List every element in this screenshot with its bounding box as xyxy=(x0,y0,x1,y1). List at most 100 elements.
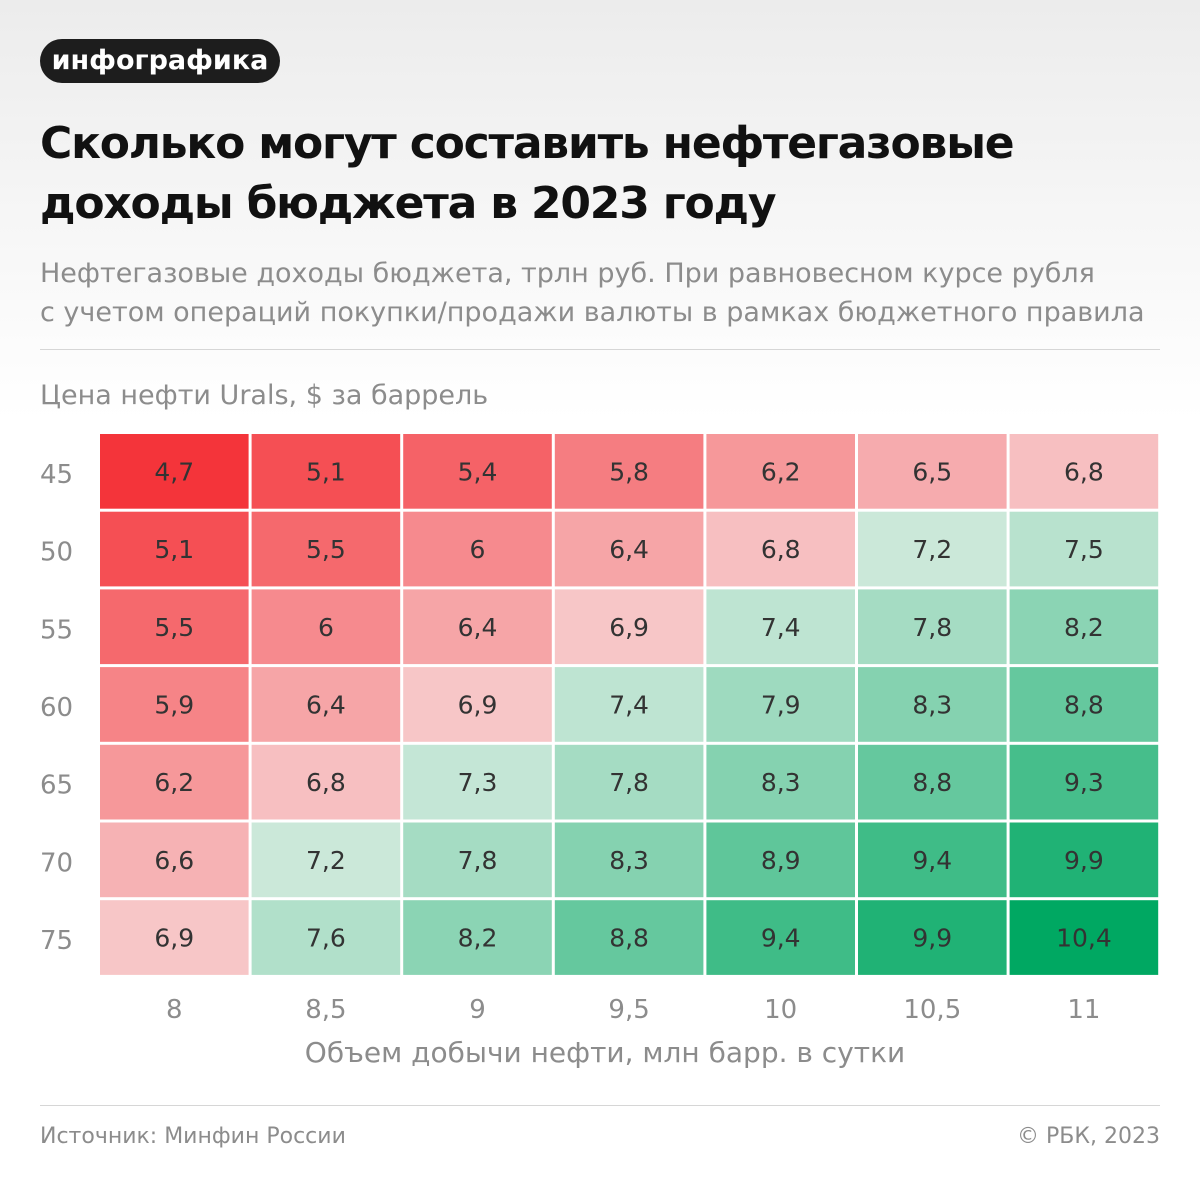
copyright-note: © РБК, 2023 xyxy=(1017,1124,1160,1149)
chart-subtitle: Нефтегазовые доходы бюджета, трлн руб. П… xyxy=(40,254,1170,332)
x-tick-label: 10,5 xyxy=(903,995,961,1025)
heatmap-cell xyxy=(251,511,401,587)
cell-value-label: 4,7 xyxy=(154,457,194,486)
infographic-badge: инфографика xyxy=(40,39,280,83)
chart-title-line-2: доходы бюджета в 2023 году xyxy=(40,178,777,229)
cell-value-label: 7,6 xyxy=(306,924,346,953)
heatmap-cell xyxy=(1009,434,1159,509)
cell-value-label: 5,4 xyxy=(458,457,498,486)
cell-value-label: 5,1 xyxy=(154,535,194,564)
heatmap-cell xyxy=(403,589,552,665)
chart-subtitle-line-1: Нефтегазовые доходы бюджета, трлн руб. П… xyxy=(40,258,1095,289)
cell-value-label: 6,9 xyxy=(154,924,194,953)
heatmap-cell xyxy=(100,434,249,509)
heatmap-cell xyxy=(554,511,704,587)
cell-value-label: 6,8 xyxy=(1064,457,1104,486)
heatmap-cell xyxy=(554,434,704,509)
heatmap-cell xyxy=(858,589,1007,665)
cell-value-label: 9,9 xyxy=(1064,846,1104,875)
heatmap-cell xyxy=(251,900,401,975)
heatmap-cell xyxy=(403,744,552,820)
cell-value-label: 10,4 xyxy=(1056,924,1112,953)
heatmap-cell xyxy=(858,511,1007,587)
cell-value-label: 9,4 xyxy=(912,846,952,875)
x-tick-label: 10 xyxy=(764,995,797,1025)
heatmap-cell xyxy=(554,667,704,742)
heatmap-cell xyxy=(251,822,401,898)
heatmap-cell xyxy=(100,667,249,742)
y-tick-label: 50 xyxy=(40,538,73,568)
cell-value-label: 6,6 xyxy=(154,846,194,875)
cell-value-label: 9,3 xyxy=(1064,768,1104,797)
x-axis-title: Объем добычи нефти, млн барр. в сутки xyxy=(304,1036,906,1069)
cell-value-label: 7,2 xyxy=(912,535,952,564)
heatmap-cell xyxy=(403,900,552,975)
cell-value-label: 7,3 xyxy=(458,768,498,797)
cell-value-label: 7,5 xyxy=(1064,535,1104,564)
y-tick-label: 70 xyxy=(40,848,73,878)
cell-value-label: 6,8 xyxy=(761,535,801,564)
heatmap-cell xyxy=(706,511,855,587)
chart-title-line-1: Сколько могут составить нефтегазовые xyxy=(40,118,1015,169)
heatmap-cell xyxy=(858,434,1007,509)
cell-value-label: 9,9 xyxy=(912,924,952,953)
heatmap-cell xyxy=(706,822,855,898)
heatmap-cell xyxy=(100,511,249,587)
cell-value-label: 5,1 xyxy=(306,457,346,486)
cell-value-label: 7,2 xyxy=(306,846,346,875)
cell-value-label: 7,8 xyxy=(912,613,952,642)
heatmap-cell xyxy=(1009,900,1159,975)
heatmap-cell xyxy=(858,900,1007,975)
cell-value-label: 8,9 xyxy=(761,846,801,875)
cell-value-label: 6,4 xyxy=(306,690,346,719)
cell-value-label: 6,4 xyxy=(609,535,649,564)
cell-value-label: 7,4 xyxy=(761,613,801,642)
heatmap-cell xyxy=(706,900,855,975)
heatmap-cell xyxy=(1009,822,1159,898)
heatmap-cell xyxy=(251,434,401,509)
y-tick-label: 60 xyxy=(40,693,73,723)
cell-value-label: 5,5 xyxy=(154,613,194,642)
cell-value-label: 5,9 xyxy=(154,690,194,719)
heatmap-cell xyxy=(706,434,855,509)
cell-value-label: 9,4 xyxy=(761,924,801,953)
heatmap-cell xyxy=(251,589,401,665)
x-tick-label: 8,5 xyxy=(305,995,346,1025)
cell-value-label: 6,9 xyxy=(609,613,649,642)
cell-value-label: 8,8 xyxy=(1064,690,1104,719)
heatmap-cell xyxy=(858,822,1007,898)
cell-value-label: 8,2 xyxy=(458,924,498,953)
heatmap-cell xyxy=(100,589,249,665)
heatmap-cell xyxy=(251,744,401,820)
heatmap-chart: 45 4,7 5,1 5,4 5,8 6,2 6,5 6,8 50 5,1 5,5 6 6,4 6,8 7,… xyxy=(40,434,1159,1025)
heatmap-cell xyxy=(554,744,704,820)
y-tick-label: 65 xyxy=(40,771,73,801)
heatmap-cell xyxy=(403,511,552,587)
cell-value-label: 6,9 xyxy=(458,690,498,719)
y-tick-label: 45 xyxy=(40,460,73,490)
heatmap-cell xyxy=(403,434,552,509)
cell-value-label: 8,8 xyxy=(609,924,649,953)
top-divider xyxy=(40,349,1160,350)
heatmap-cell xyxy=(1009,667,1159,742)
heatmap-cell xyxy=(554,822,704,898)
cell-value-label: 7,8 xyxy=(609,768,649,797)
cell-value-label: 5,8 xyxy=(609,457,649,486)
y-axis-title: Цена нефти Urals, $ за баррель xyxy=(40,380,489,411)
heatmap-cell xyxy=(858,667,1007,742)
cell-value-label: 6 xyxy=(470,535,486,564)
cell-value-label: 6,2 xyxy=(761,457,801,486)
x-tick-label: 11 xyxy=(1067,995,1100,1025)
chart-title: Сколько могут составить нефтегазовые дох… xyxy=(40,114,1170,234)
cell-value-label: 6,8 xyxy=(306,768,346,797)
cell-value-label: 7,9 xyxy=(761,690,801,719)
cell-value-label: 8,3 xyxy=(912,690,952,719)
bottom-divider xyxy=(40,1105,1160,1106)
cell-value-label: 6,5 xyxy=(912,457,952,486)
heatmap-cell xyxy=(1009,589,1159,665)
heatmap-cell xyxy=(100,744,249,820)
y-tick-label: 55 xyxy=(40,615,73,645)
cell-value-label: 7,8 xyxy=(458,846,498,875)
heatmap-cell xyxy=(403,822,552,898)
heatmap-cell xyxy=(706,667,855,742)
